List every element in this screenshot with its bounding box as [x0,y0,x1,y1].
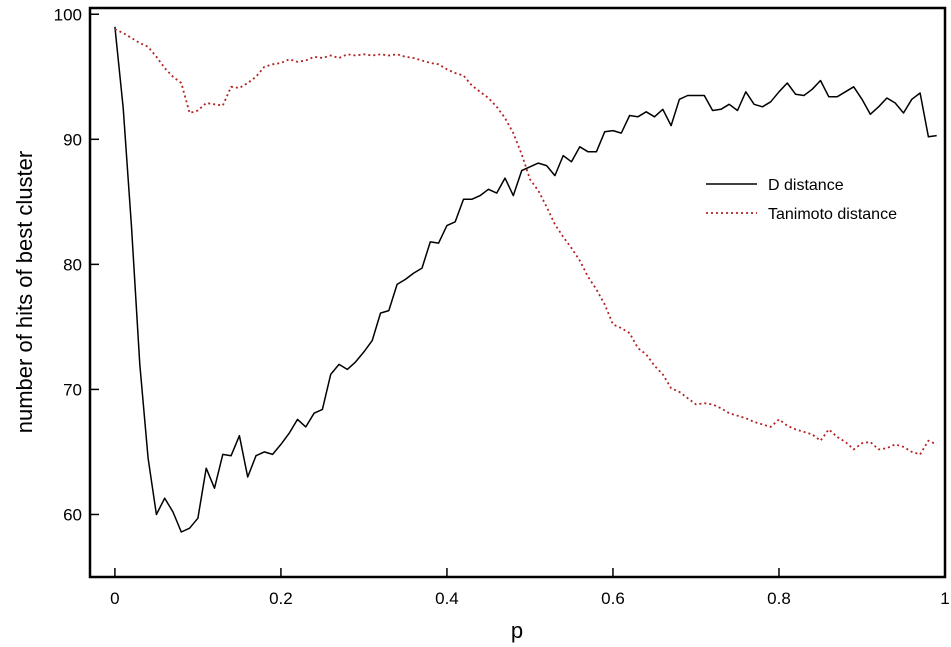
x-ticks: 0 0.2 0.4 0.6 0.8 1 [110,568,950,608]
y-ticks: 60 70 80 90 100 [54,5,99,524]
y-tick-label: 100 [54,5,82,24]
x-tick-label: 0.2 [269,589,293,608]
plot-frame [88,6,947,579]
legend-label-tanimoto-distance: Tanimoto distance [768,206,897,223]
y-tick-label: 60 [63,505,82,524]
x-tick-label: 0.4 [435,589,459,608]
legend: D distance Tanimoto distance [706,177,897,223]
series-layer [114,26,938,533]
y-tick-label: 90 [63,130,82,149]
legend-label-d-distance: D distance [768,177,844,194]
series-line-tanimoto-distance [114,28,938,456]
x-tick-label: 0.8 [767,589,791,608]
y-tick-label: 70 [63,380,82,399]
y-axis-label: number of hits of best cluster [12,151,37,433]
x-tick-label: 0 [110,589,119,608]
y-tick-label: 80 [63,255,82,274]
x-tick-label: 0.6 [601,589,625,608]
x-axis-label: p [511,618,523,643]
series-line-d-distance [114,26,937,533]
x-tick-label: 1 [940,589,949,608]
